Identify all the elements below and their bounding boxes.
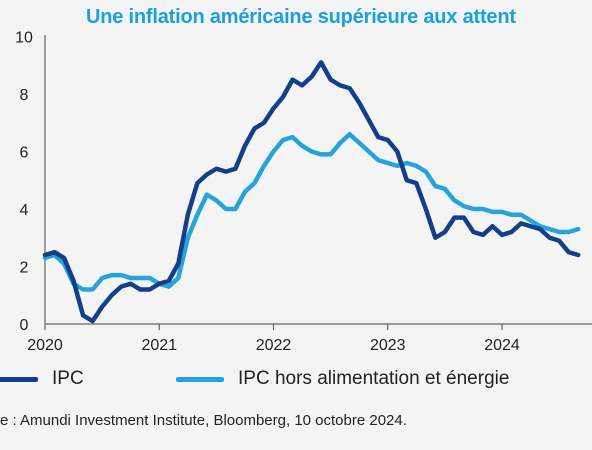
y-tick-label: 0 xyxy=(20,317,29,334)
x-tick-label: 2023 xyxy=(370,337,406,354)
legend-label: IPC xyxy=(52,368,84,389)
x-tick-label: 2020 xyxy=(27,337,63,354)
y-tick-label: 2 xyxy=(20,260,29,277)
x-tick-label: 2022 xyxy=(256,337,292,354)
inflation-line-chart: 0 2 4 6 8 10 2020 2021 2022 2023 2024 xyxy=(15,30,592,354)
y-tick-label: 6 xyxy=(20,145,29,162)
series-line-ipc xyxy=(42,60,581,324)
legend-item: IPC hors alimentation et énergie xyxy=(176,368,509,390)
y-tick-label: 10 xyxy=(15,30,33,47)
legend-swatch xyxy=(176,376,224,382)
x-tick-label: 2024 xyxy=(484,337,520,354)
y-tick-label: 4 xyxy=(20,202,29,219)
y-tick-label: 8 xyxy=(20,87,29,104)
chart-title: Une inflation américaine supérieure aux … xyxy=(86,6,516,28)
legend-item: IPC xyxy=(0,368,84,390)
legend-swatch xyxy=(0,376,38,382)
legend-label: IPC hors alimentation et énergie xyxy=(238,368,510,389)
chart-legend: IPC IPC hors alimentation et énergie xyxy=(0,368,592,398)
series-line-ipc-core xyxy=(42,132,581,292)
x-tick-label: 2021 xyxy=(141,337,177,354)
source-note: e : Amundi Investment Institute, Bloombe… xyxy=(0,412,407,429)
